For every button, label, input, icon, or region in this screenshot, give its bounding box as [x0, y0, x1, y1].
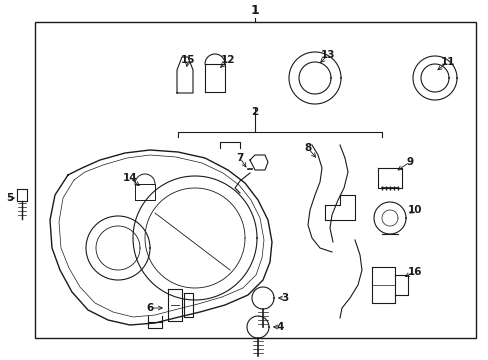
Text: 11: 11: [440, 57, 454, 67]
Text: 5: 5: [6, 193, 14, 203]
Text: 3: 3: [281, 293, 288, 303]
Text: 2: 2: [251, 107, 258, 117]
Text: 13: 13: [320, 50, 335, 60]
Bar: [35, 22, 475, 338]
Text: 7: 7: [236, 153, 243, 163]
Text: 4: 4: [276, 322, 283, 332]
Text: 16: 16: [407, 267, 421, 277]
Text: 12: 12: [220, 55, 235, 65]
Text: 6: 6: [146, 303, 153, 313]
Text: 10: 10: [407, 205, 421, 215]
Text: 8: 8: [304, 143, 311, 153]
Text: 14: 14: [122, 173, 137, 183]
Text: 9: 9: [406, 157, 413, 167]
Text: 1: 1: [250, 4, 259, 17]
Text: 15: 15: [181, 55, 195, 65]
